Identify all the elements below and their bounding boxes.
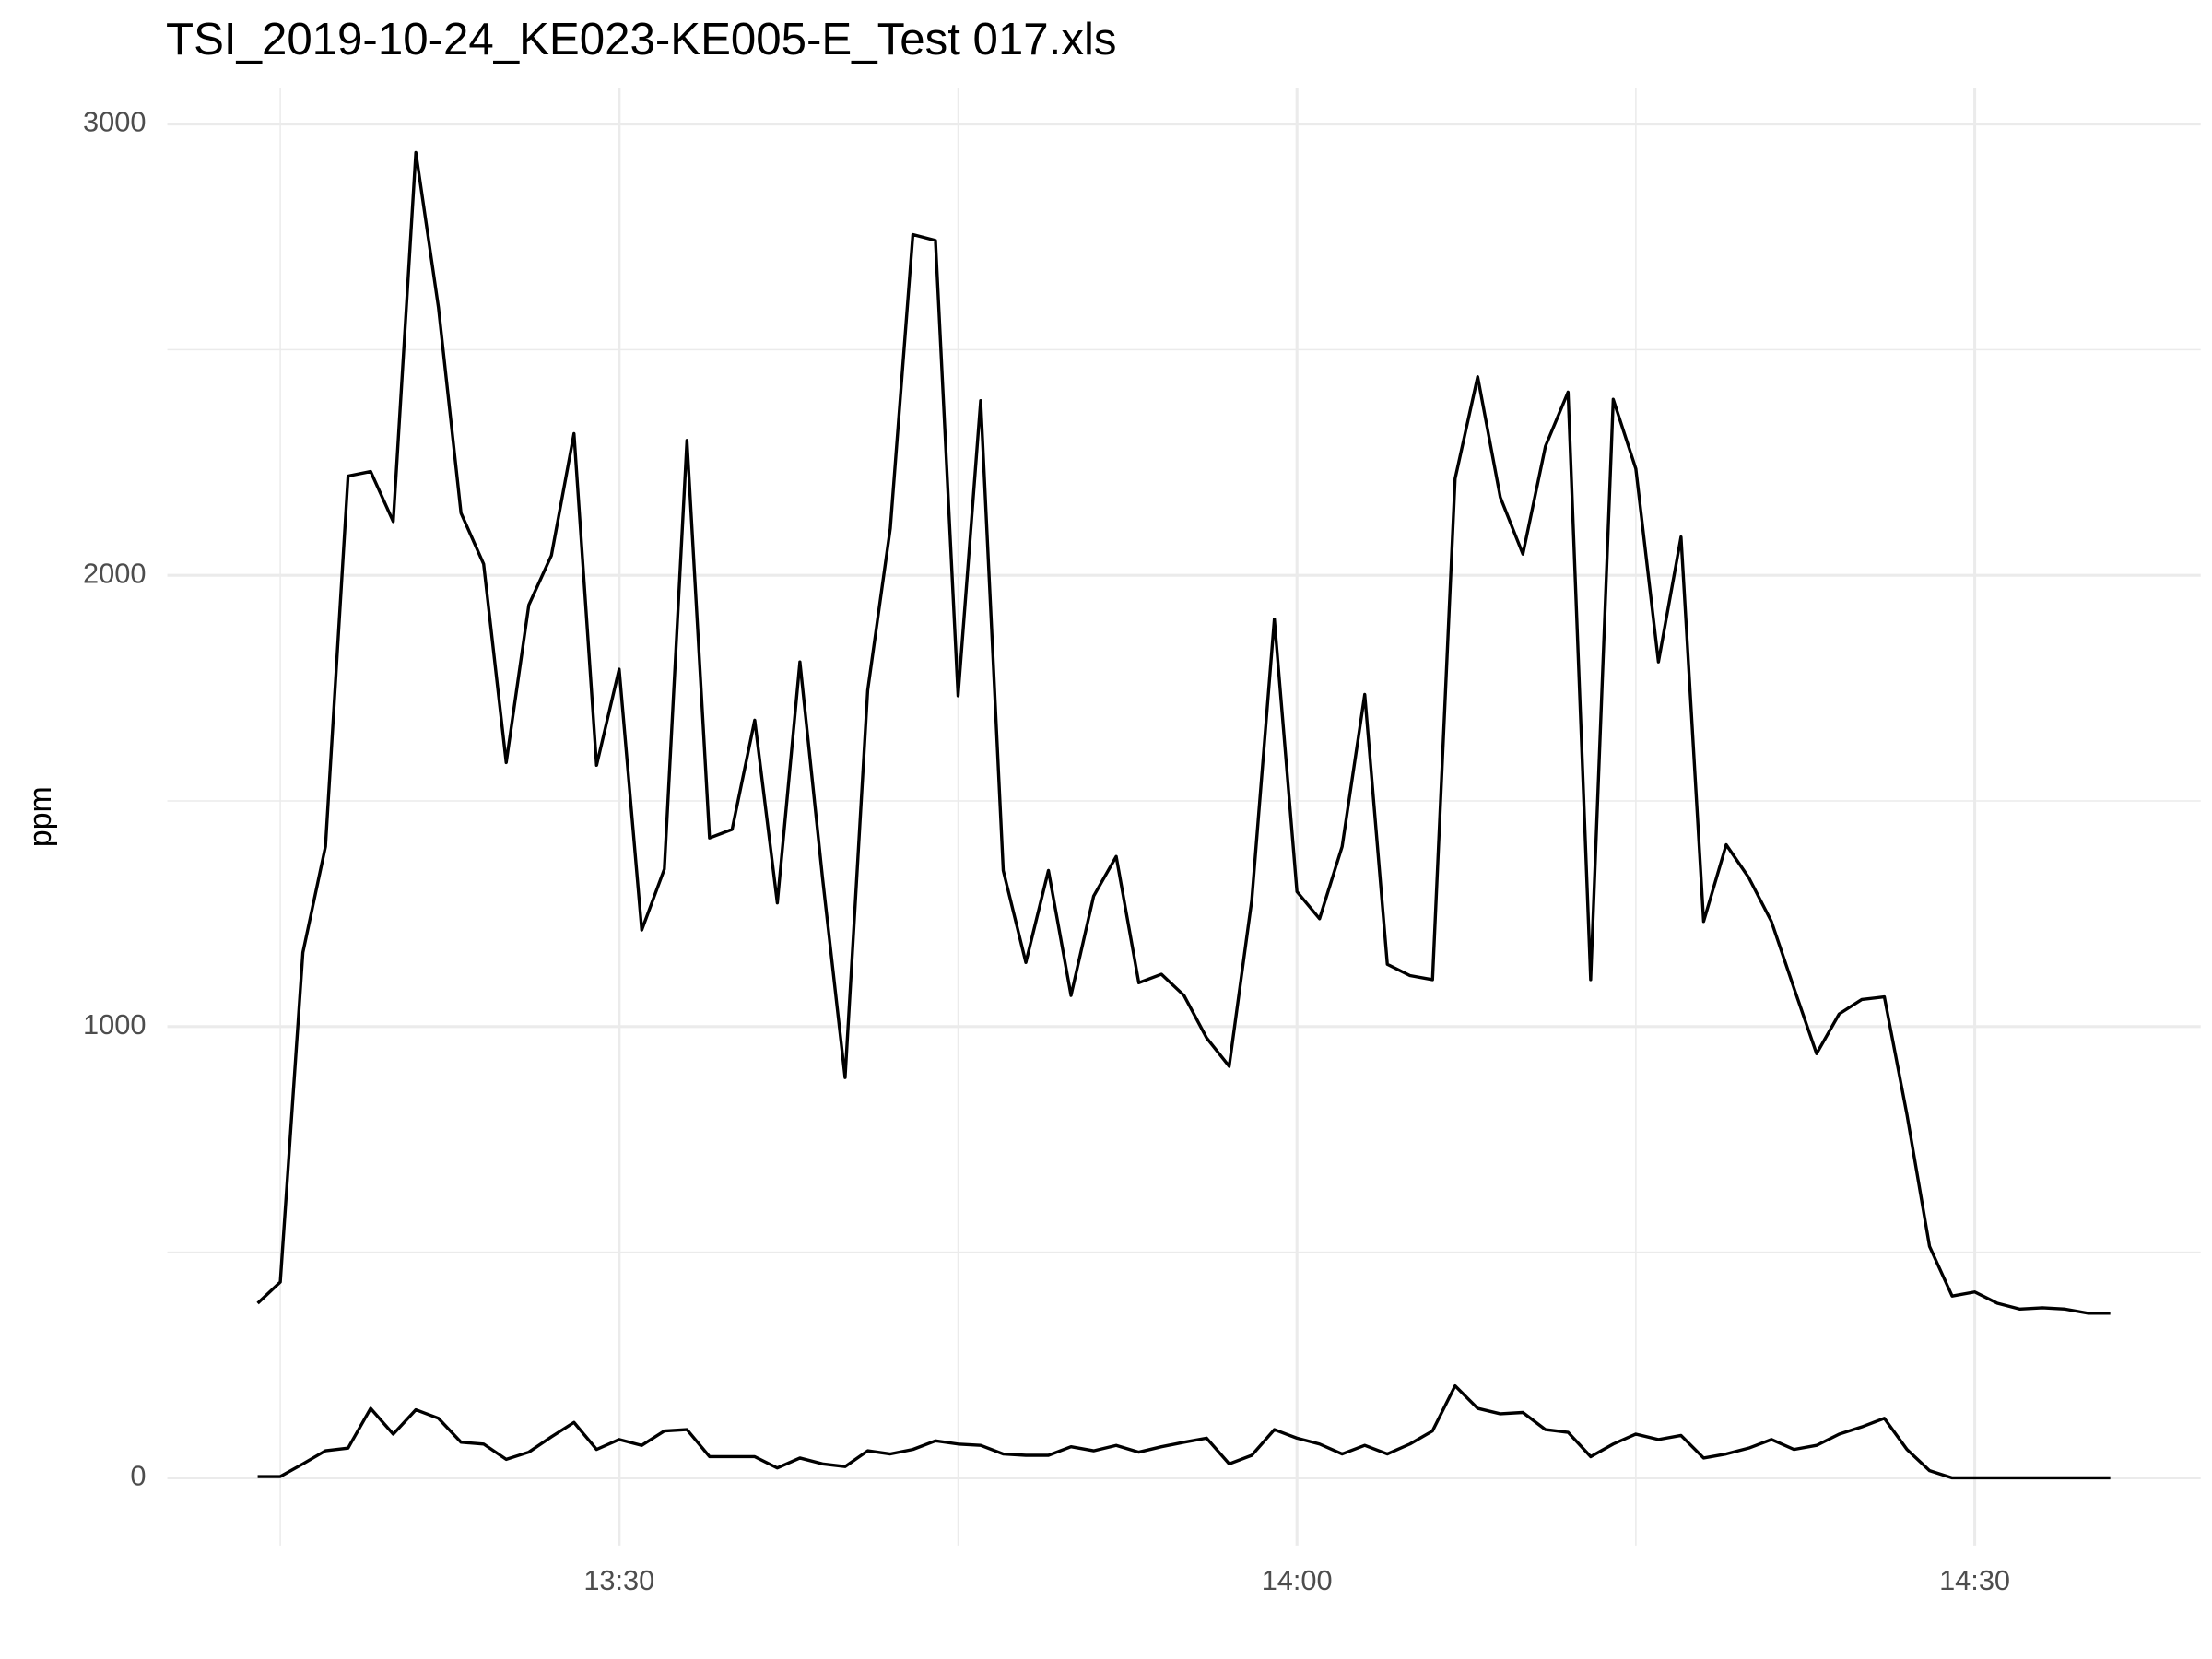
y-tick-label: 0 (130, 1460, 146, 1492)
y-tick-label: 1000 (83, 1008, 146, 1041)
y-tick-label: 2000 (83, 557, 146, 589)
chart-title: TSI_2019-10-24_KE023-KE005-E_Test 017.xl… (166, 14, 1117, 65)
x-tick-label: 14:30 (1939, 1564, 2010, 1596)
x-tick-label: 13:30 (583, 1564, 654, 1596)
data-line (256, 150, 2111, 1315)
data-line (257, 1383, 2111, 1480)
grid (167, 88, 2201, 1546)
x-tick-label: 14:00 (1262, 1564, 1333, 1596)
y-tick-label: 3000 (83, 106, 146, 138)
y-axis-label: ppm (23, 786, 58, 847)
